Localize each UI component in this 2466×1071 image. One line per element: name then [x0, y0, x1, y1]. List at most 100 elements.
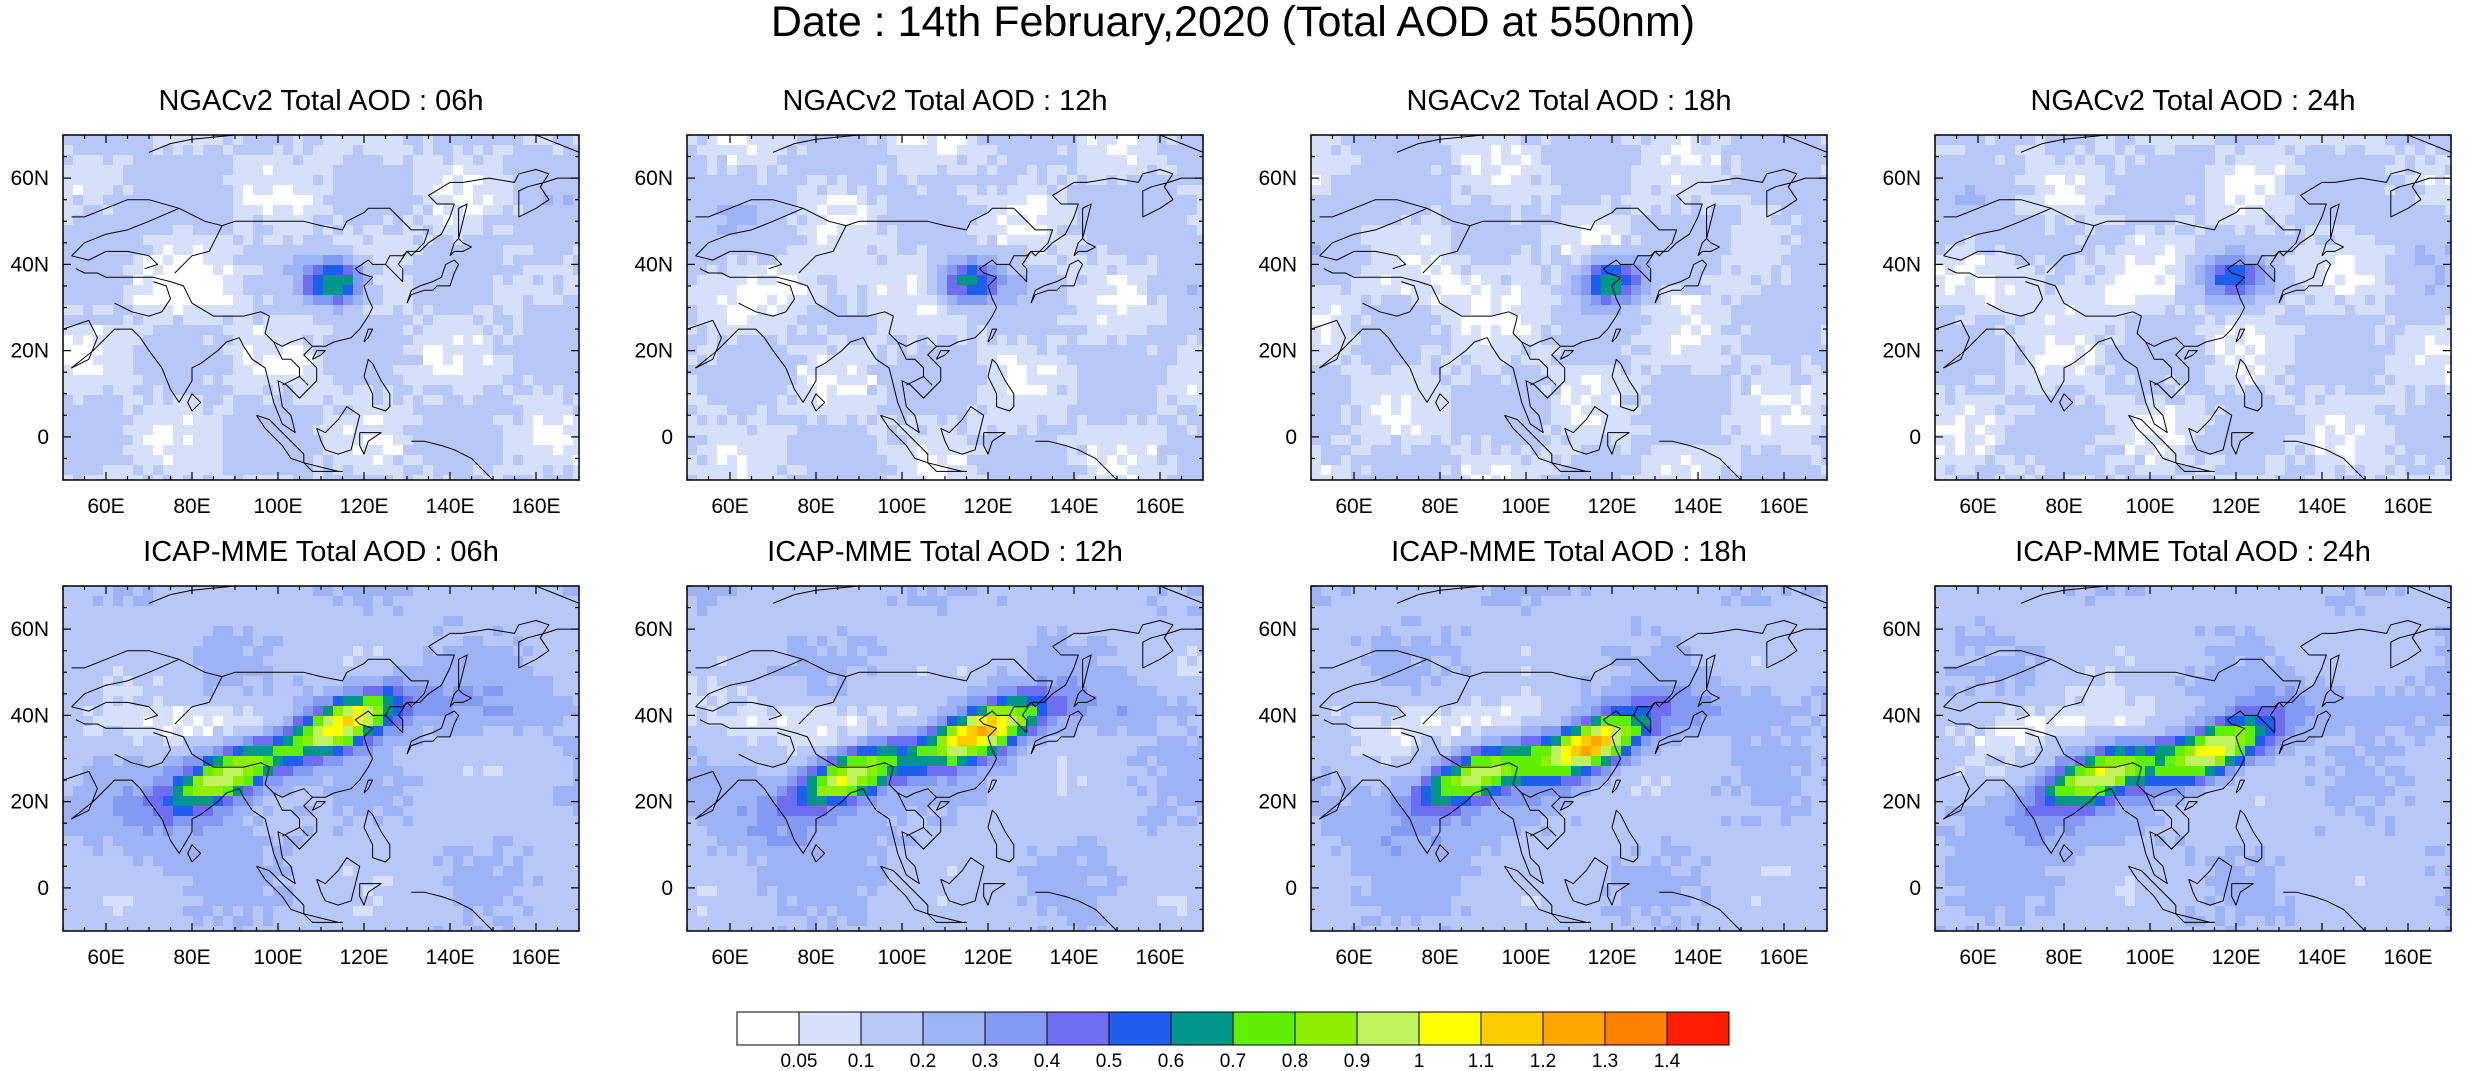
coastlines — [63, 586, 579, 931]
colorbar-swatch — [1356, 1011, 1420, 1046]
lat-tick-label: 60N — [1258, 167, 1297, 190]
aod-field — [687, 586, 1203, 931]
colorbar-swatch — [1108, 1011, 1172, 1046]
map-panel: ICAP-MME Total AOD : 18h 60E 80E 100E 120E 14… — [1248, 536, 1828, 976]
lon-tick-label: 160E — [1759, 946, 1808, 969]
lon-tick-label: 120E — [963, 495, 1012, 518]
lon-tick-label: 140E — [2297, 946, 2346, 969]
colorbar-label: 0.2 — [910, 1051, 936, 1071]
panel-title: ICAP-MME Total AOD : 24h — [2015, 536, 2371, 568]
lon-tick-label: 60E — [1959, 946, 1996, 969]
lon-tick-label: 100E — [1501, 495, 1550, 518]
map-panel: NGACv2 Total AOD : 06h 60E 80E 100E 120E 140E… — [0, 85, 580, 525]
coastlines — [63, 135, 579, 480]
colorbar-swatch — [798, 1011, 862, 1046]
panel-title: NGACv2 Total AOD : 06h — [158, 85, 484, 117]
colorbar-label: 1.1 — [1468, 1051, 1494, 1071]
aod-field — [1935, 586, 2451, 931]
colorbar-label: 0.9 — [1344, 1051, 1370, 1071]
colorbar-swatch — [984, 1011, 1048, 1046]
lon-tick-label: 60E — [87, 946, 124, 969]
colorbar-label: 0.4 — [1034, 1051, 1061, 1071]
lon-tick-label: 160E — [2383, 946, 2432, 969]
map-plot: 60E 80E 100E 120E 140E 160E 0 20N 40N 60N — [1258, 585, 1828, 969]
lon-tick-label: 140E — [1673, 946, 1722, 969]
lon-tick-label: 80E — [2045, 495, 2082, 518]
aod-field — [1935, 135, 2451, 480]
colorbar-swatch — [1232, 1011, 1296, 1046]
panel-title: NGACv2 Total AOD : 24h — [2030, 85, 2356, 117]
lon-tick-label: 140E — [1049, 495, 1098, 518]
lon-tick-label: 80E — [1421, 495, 1458, 518]
map-plot: 60E 80E 100E 120E 140E 160E 0 20N 40N 60N — [1882, 585, 2452, 969]
lon-tick-label: 120E — [2211, 495, 2260, 518]
lat-tick-label: 0 — [661, 877, 673, 900]
lon-tick-label: 160E — [1135, 946, 1184, 969]
colorbar-label: 1.2 — [1530, 1051, 1556, 1071]
lon-tick-label: 160E — [511, 495, 560, 518]
panel-title: ICAP-MME Total AOD : 18h — [1391, 536, 1747, 568]
lat-tick-label: 60N — [634, 167, 673, 190]
lon-tick-label: 100E — [253, 946, 302, 969]
coastlines — [1935, 135, 2451, 480]
lon-tick-label: 80E — [2045, 946, 2082, 969]
lat-tick-label: 0 — [1285, 426, 1297, 449]
map-plot: 60E 80E 100E 120E 140E 160E 0 20N 40N 60N — [10, 134, 580, 518]
colorbar-label: 1.4 — [1654, 1051, 1681, 1071]
lat-tick-label: 60N — [10, 618, 49, 641]
lat-tick-label: 40N — [1882, 704, 1921, 727]
lon-tick-label: 160E — [511, 946, 560, 969]
lon-tick-label: 140E — [425, 946, 474, 969]
colorbar-swatch — [1542, 1011, 1606, 1046]
lat-tick-label: 0 — [661, 426, 673, 449]
lon-tick-label: 120E — [1587, 946, 1636, 969]
colorbar-label: 0.1 — [848, 1051, 874, 1071]
lon-tick-label: 120E — [2211, 946, 2260, 969]
lat-tick-label: 0 — [1285, 877, 1297, 900]
lon-tick-label: 100E — [877, 495, 926, 518]
colorbar-label: 0.6 — [1158, 1051, 1184, 1071]
lon-tick-label: 80E — [173, 946, 210, 969]
map-plot: 60E 80E 100E 120E 140E 160E 0 20N 40N 60N — [634, 585, 1204, 969]
lon-tick-label: 120E — [1587, 495, 1636, 518]
aod-field — [1311, 586, 1827, 931]
lon-tick-label: 60E — [1335, 495, 1372, 518]
colorbar-swatch — [1046, 1011, 1110, 1046]
lon-tick-label: 100E — [877, 946, 926, 969]
panel-title: NGACv2 Total AOD : 12h — [782, 85, 1108, 117]
lon-tick-label: 160E — [1759, 495, 1808, 518]
colorbar-swatch — [1294, 1011, 1358, 1046]
map-panel: NGACv2 Total AOD : 24h 60E 80E 100E 120E 140E… — [1872, 85, 2452, 525]
figure-title: Date : 14th February,2020 (Total AOD at … — [770, 0, 1696, 46]
map-panel: ICAP-MME Total AOD : 06h 60E 80E 100E 120E 14… — [0, 536, 580, 976]
lat-tick-label: 20N — [10, 791, 49, 814]
colorbar-label: 0.3 — [972, 1051, 998, 1071]
lon-tick-label: 100E — [1501, 946, 1550, 969]
lat-tick-label: 20N — [1882, 791, 1921, 814]
lon-tick-label: 60E — [87, 495, 124, 518]
colorbar-swatch — [1666, 1011, 1730, 1046]
lon-tick-label: 140E — [1049, 946, 1098, 969]
lon-tick-label: 60E — [1959, 495, 1996, 518]
colorbar-swatch — [1418, 1011, 1482, 1046]
lat-tick-label: 0 — [37, 426, 49, 449]
colorbar-label: 0.5 — [1096, 1051, 1122, 1071]
map-plot: 60E 80E 100E 120E 140E 160E 0 20N 40N 60N — [634, 134, 1204, 518]
colorbar-label: 0.05 — [781, 1051, 818, 1071]
lat-tick-label: 0 — [37, 877, 49, 900]
lat-tick-label: 20N — [10, 340, 49, 363]
aod-field — [63, 586, 579, 931]
colorbar-swatch — [1604, 1011, 1668, 1046]
coastlines — [687, 135, 1203, 480]
coastlines — [687, 586, 1203, 931]
lat-tick-label: 20N — [634, 340, 673, 363]
lon-tick-label: 100E — [2125, 946, 2174, 969]
lat-tick-label: 40N — [10, 704, 49, 727]
lon-tick-label: 60E — [711, 946, 748, 969]
lon-tick-label: 160E — [2383, 495, 2432, 518]
map-plot: 60E 80E 100E 120E 140E 160E 0 20N 40N 60N — [10, 585, 580, 969]
lon-tick-label: 60E — [711, 495, 748, 518]
panel-title: ICAP-MME Total AOD : 12h — [767, 536, 1123, 568]
lat-tick-label: 40N — [634, 704, 673, 727]
panel-title: ICAP-MME Total AOD : 06h — [143, 536, 499, 568]
